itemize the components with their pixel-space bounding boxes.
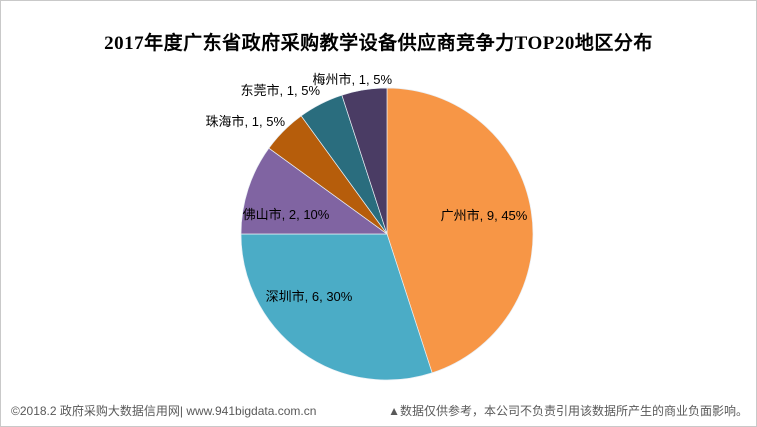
pie-slice-佛山市 (240, 147, 389, 235)
chart-title: 2017年度广东省政府采购教学设备供应商竞争力TOP20地区分布 (104, 33, 653, 54)
pie-slice-深圳市 (240, 233, 433, 381)
slice-label-东莞市: 东莞市, 1, 5% (241, 83, 321, 98)
slice-label-广州市: 广州市, 9, 45% (441, 208, 528, 223)
footer-disclaimer: ▲数据仅供参考，本公司不负责引用该数据所产生的商业负面影响。 (388, 404, 748, 418)
slice-label-深圳市: 深圳市, 6, 30% (266, 289, 353, 304)
footer: ©2018.2 政府采购大数据信用网| www.941bigdata.com.c… (11, 402, 748, 419)
footer-copyright: ©2018.2 政府采购大数据信用网| www.941bigdata.com.c… (11, 404, 317, 418)
slice-label-梅州市: 梅州市, 1, 5% (313, 72, 393, 87)
slice-label-佛山市: 佛山市, 2, 10% (243, 207, 330, 222)
pie-slice-广州市 (386, 87, 534, 374)
slice-label-珠海市: 珠海市, 1, 5% (206, 114, 286, 129)
pie-slice-梅州市 (341, 87, 388, 235)
